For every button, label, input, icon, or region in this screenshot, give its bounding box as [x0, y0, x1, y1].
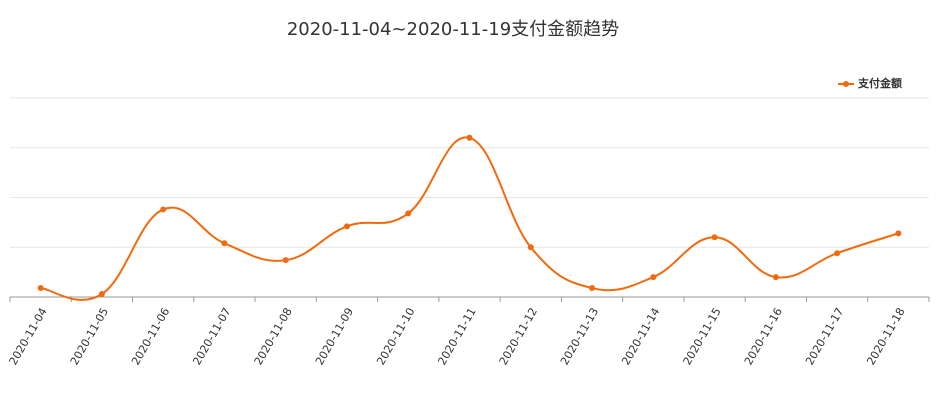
x-tick-label: 2020-11-10	[374, 306, 417, 368]
point	[282, 257, 289, 264]
point	[527, 244, 534, 251]
x-tick-label: 2020-11-11	[435, 306, 478, 368]
chart-title: 2020-11-04~2020-11-19支付金额趋势	[287, 19, 619, 40]
x-tick-label: 2020-11-06	[129, 306, 172, 368]
x-tick-label: 2020-11-07	[190, 306, 233, 368]
point	[37, 285, 44, 292]
x-tick-label: 2020-11-12	[497, 306, 540, 368]
x-tick-label: 2020-11-05	[68, 306, 111, 368]
x-tick-label: 2020-11-17	[803, 306, 846, 368]
point	[160, 206, 167, 213]
point	[589, 285, 596, 292]
point	[405, 210, 412, 217]
legend-label: 支付金额	[857, 76, 902, 90]
point	[466, 134, 473, 141]
x-tick-label: 2020-11-09	[313, 306, 356, 368]
legend-marker	[843, 81, 849, 87]
point	[221, 240, 228, 247]
point	[650, 274, 657, 281]
x-tick-label: 2020-11-15	[681, 306, 724, 368]
x-tick-label: 2020-11-14	[619, 306, 662, 368]
point	[895, 230, 902, 237]
x-tick-label: 2020-11-08	[252, 306, 295, 368]
point	[772, 274, 779, 281]
point	[711, 234, 718, 241]
x-tick-label: 2020-11-13	[558, 306, 601, 368]
point	[834, 250, 841, 257]
point	[343, 223, 350, 230]
x-tick-label: 2020-11-04	[7, 306, 50, 368]
x-tick-label: 2020-11-16	[742, 306, 785, 368]
point	[98, 291, 105, 298]
x-tick-label: 2020-11-18	[864, 306, 907, 368]
line	[40, 136, 899, 301]
